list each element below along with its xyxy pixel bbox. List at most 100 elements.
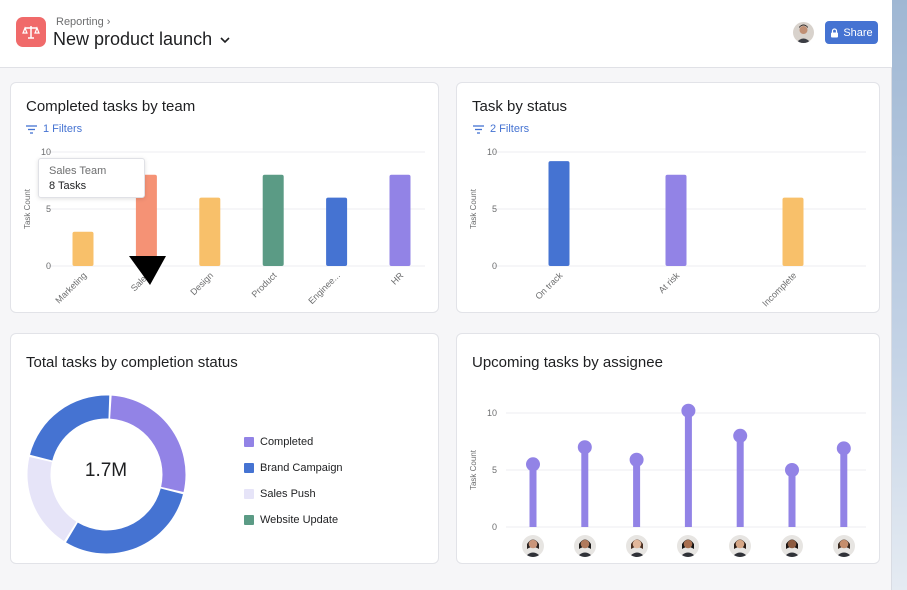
legend-swatch xyxy=(244,463,254,473)
share-label: Share xyxy=(843,26,873,39)
donut-legend: Completed Brand Campaign Sales Push Website… xyxy=(244,429,343,533)
legend-item[interactable]: Completed xyxy=(244,429,343,455)
card-title-completion: Total tasks by completion status xyxy=(26,354,238,371)
share-button[interactable]: Share xyxy=(825,21,878,44)
lollipop-stem xyxy=(736,435,744,527)
team-filter-label: 1 Filters xyxy=(43,123,83,135)
donut-center-value: 1.7M xyxy=(84,460,128,481)
legend-item[interactable]: Brand Campaign xyxy=(244,455,343,481)
status-filter-label: 2 Filters xyxy=(490,123,530,135)
y-tick-label: 5 xyxy=(492,204,497,214)
legend-label: Sales Push xyxy=(260,488,316,500)
x-tick-label: Enginee... xyxy=(306,270,342,306)
bar-incomplete[interactable] xyxy=(782,197,804,266)
card-upcoming-by-assignee xyxy=(456,333,880,564)
breadcrumb[interactable]: Reporting › xyxy=(56,16,110,28)
y-tick-label: 0 xyxy=(492,522,497,532)
chart-tooltip: Sales Team 8 Tasks xyxy=(38,158,145,198)
lock-icon xyxy=(831,27,839,37)
assignee-chart: 0 5 10 Task Count xyxy=(469,403,866,532)
assignee-avatar[interactable] xyxy=(781,535,803,557)
lollipop-point[interactable] xyxy=(785,463,799,477)
lollipop-stem xyxy=(529,464,537,527)
bar-hr[interactable] xyxy=(389,174,411,266)
y-tick-label: 10 xyxy=(487,147,497,157)
y-axis-title: Task Count xyxy=(469,188,478,229)
x-tick-label: Incomplete xyxy=(760,270,798,308)
filter-icon xyxy=(26,124,37,134)
x-tick-label: Design xyxy=(188,270,215,297)
tooltip-team: Sales Team xyxy=(49,165,107,177)
chevron-down-icon[interactable] xyxy=(218,33,232,47)
card-title-status: Task by status xyxy=(472,98,568,115)
legend-item[interactable]: Sales Push xyxy=(244,481,343,507)
status-chart: 0 5 10 Task Count On track At risk Incomplete xyxy=(469,147,866,309)
x-tick-label: On track xyxy=(533,270,564,301)
legend-label: Completed xyxy=(260,436,314,448)
lollipop-point[interactable] xyxy=(629,452,644,467)
tooltip-count: 8 Tasks xyxy=(49,180,87,192)
donut-slice-completed[interactable] xyxy=(110,395,186,493)
scale-icon xyxy=(22,26,40,39)
lollipop-point[interactable] xyxy=(836,441,851,456)
assignee-avatar[interactable] xyxy=(625,535,648,557)
x-tick-label: Product xyxy=(250,270,279,299)
breadcrumb-chevron-icon: › xyxy=(106,16,111,28)
project-title-row[interactable]: New product launch xyxy=(53,29,232,50)
donut-slice-brand-campaign[interactable] xyxy=(66,488,183,554)
lollipop-point[interactable] xyxy=(577,440,592,455)
lollipop-stem xyxy=(840,448,848,527)
project-icon[interactable] xyxy=(16,17,46,47)
assignee-avatar[interactable] xyxy=(729,535,752,557)
x-tick-label: At risk xyxy=(657,270,682,295)
y-tick-label: 5 xyxy=(46,204,51,214)
lollipop-stem xyxy=(633,459,641,527)
legend-label: Brand Campaign xyxy=(260,462,343,474)
bar-at-risk[interactable] xyxy=(665,174,687,266)
window-edge xyxy=(892,0,907,590)
breadcrumb-reporting[interactable]: Reporting xyxy=(56,16,104,28)
x-tick-label: HR xyxy=(389,270,406,287)
lollipop-stem xyxy=(788,470,796,527)
avatar[interactable] xyxy=(793,22,814,43)
card-title-team: Completed tasks by team xyxy=(26,98,196,115)
y-tick-label: 0 xyxy=(46,261,51,271)
x-tick-label: Marketing xyxy=(53,270,88,305)
legend-label: Website Update xyxy=(260,514,339,526)
donut-slice-sales-push[interactable] xyxy=(27,456,77,542)
donut-chart xyxy=(27,395,186,554)
bar-enginee-[interactable] xyxy=(326,197,348,266)
y-tick-label: 10 xyxy=(41,147,51,157)
filter-icon xyxy=(473,124,484,134)
lollipop-point[interactable] xyxy=(681,403,696,418)
assignee-avatar[interactable] xyxy=(573,535,596,557)
cursor-pointer-icon xyxy=(129,256,166,285)
legend-swatch xyxy=(244,489,254,499)
legend-swatch xyxy=(244,515,254,525)
status-filter-button[interactable]: 2 Filters xyxy=(473,123,529,135)
lollipop-stem xyxy=(684,410,692,527)
legend-item[interactable]: Website Update xyxy=(244,507,343,533)
y-tick-label: 5 xyxy=(492,465,497,475)
assignee-avatar[interactable] xyxy=(677,535,700,557)
bar-on-track[interactable] xyxy=(548,161,570,266)
assignee-avatar[interactable] xyxy=(832,535,855,557)
lollipop-point[interactable] xyxy=(733,428,748,443)
bar-design[interactable] xyxy=(199,197,221,266)
bar-product[interactable] xyxy=(262,174,284,266)
y-tick-label: 0 xyxy=(492,261,497,271)
y-axis-title: Task Count xyxy=(23,188,32,229)
lollipop-stem xyxy=(581,447,589,527)
donut-slice-website-update[interactable] xyxy=(30,395,110,461)
page-title[interactable]: New product launch xyxy=(53,29,213,49)
legend-swatch xyxy=(244,437,254,447)
team-filter-button[interactable]: 1 Filters xyxy=(26,123,82,135)
y-axis-title: Task Count xyxy=(469,449,478,490)
assignee-avatar[interactable] xyxy=(522,535,544,557)
bar-marketing[interactable] xyxy=(72,231,94,266)
lollipop-point[interactable] xyxy=(526,457,540,472)
card-title-assignee: Upcoming tasks by assignee xyxy=(472,354,663,371)
y-tick-label: 10 xyxy=(487,408,497,418)
